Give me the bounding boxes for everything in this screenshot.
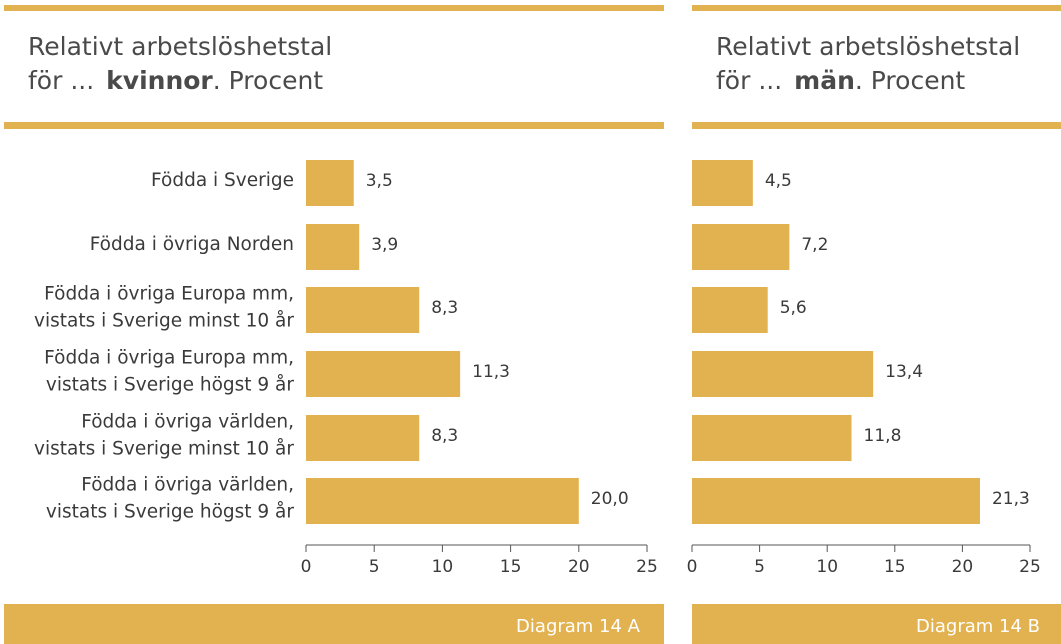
value-label: 20,0 [591, 489, 629, 509]
bar [306, 351, 461, 397]
top-rule [4, 5, 664, 11]
x-tick-label: 0 [301, 557, 312, 577]
x-tick-label: 5 [754, 557, 765, 577]
bar [306, 478, 579, 524]
bar [692, 287, 768, 333]
footer-label: Diagram 14 A [516, 616, 641, 637]
bar [692, 160, 753, 206]
footer-band [4, 604, 664, 644]
title-part: . Procent [213, 66, 324, 95]
category-label: Födda i övriga världen, [81, 475, 294, 496]
top-rule [692, 5, 1061, 11]
category-label: vistats i Sverige minst 10 år [34, 311, 294, 332]
x-tick-label: 25 [636, 557, 658, 577]
category-label: Födda i övriga världen, [81, 412, 294, 433]
title-part: för ... [716, 66, 782, 95]
value-label: 8,3 [431, 298, 458, 318]
title-emphasis: män [794, 66, 855, 95]
value-label: 13,4 [885, 362, 923, 382]
bar [692, 351, 874, 397]
title-rule [692, 122, 1061, 129]
title-emphasis: kvinnor [106, 66, 213, 95]
category-label: Födda i övriga Europa mm, [44, 348, 294, 369]
title-line: för ... män. Procent [716, 66, 965, 95]
title-part: . Procent [855, 66, 966, 95]
x-tick-label: 15 [884, 557, 906, 577]
x-tick-label: 15 [500, 557, 522, 577]
value-label: 5,6 [780, 298, 807, 318]
bar [306, 224, 360, 270]
bar [306, 287, 420, 333]
title-line: Relativt arbetslöshetstal [28, 32, 332, 61]
footer-band [692, 604, 1061, 644]
title-line: Relativt arbetslöshetstal [716, 32, 1020, 61]
bar [692, 478, 980, 524]
title-rule [4, 122, 664, 129]
bar [692, 415, 852, 461]
category-label: Födda i övriga Norden [90, 234, 294, 255]
title-line: för ... kvinnor. Procent [28, 66, 323, 95]
value-label: 4,5 [765, 171, 792, 191]
x-tick-label: 5 [369, 557, 380, 577]
category-label: Födda i övriga Europa mm, [44, 284, 294, 305]
x-tick-label: 0 [687, 557, 698, 577]
value-label: 21,3 [992, 489, 1030, 509]
bar [306, 160, 354, 206]
x-tick-label: 20 [568, 557, 590, 577]
value-label: 8,3 [431, 426, 458, 446]
x-tick-label: 25 [1019, 557, 1041, 577]
x-tick-label: 10 [432, 557, 454, 577]
value-label: 11,3 [472, 362, 510, 382]
title-part: för ... [28, 66, 94, 95]
category-label: vistats i Sverige minst 10 år [34, 439, 294, 460]
value-label: 3,5 [366, 171, 393, 191]
value-label: 11,8 [864, 426, 902, 446]
category-label: Födda i Sverige [151, 170, 294, 191]
x-tick-label: 10 [816, 557, 838, 577]
value-label: 3,9 [371, 235, 398, 255]
category-label: vistats i Sverige högst 9 år [46, 375, 294, 396]
footer-label: Diagram 14 B [916, 616, 1040, 637]
category-label: vistats i Sverige högst 9 år [46, 502, 294, 523]
x-tick-label: 20 [952, 557, 974, 577]
bar [692, 224, 790, 270]
bar [306, 415, 420, 461]
value-label: 7,2 [801, 235, 828, 255]
